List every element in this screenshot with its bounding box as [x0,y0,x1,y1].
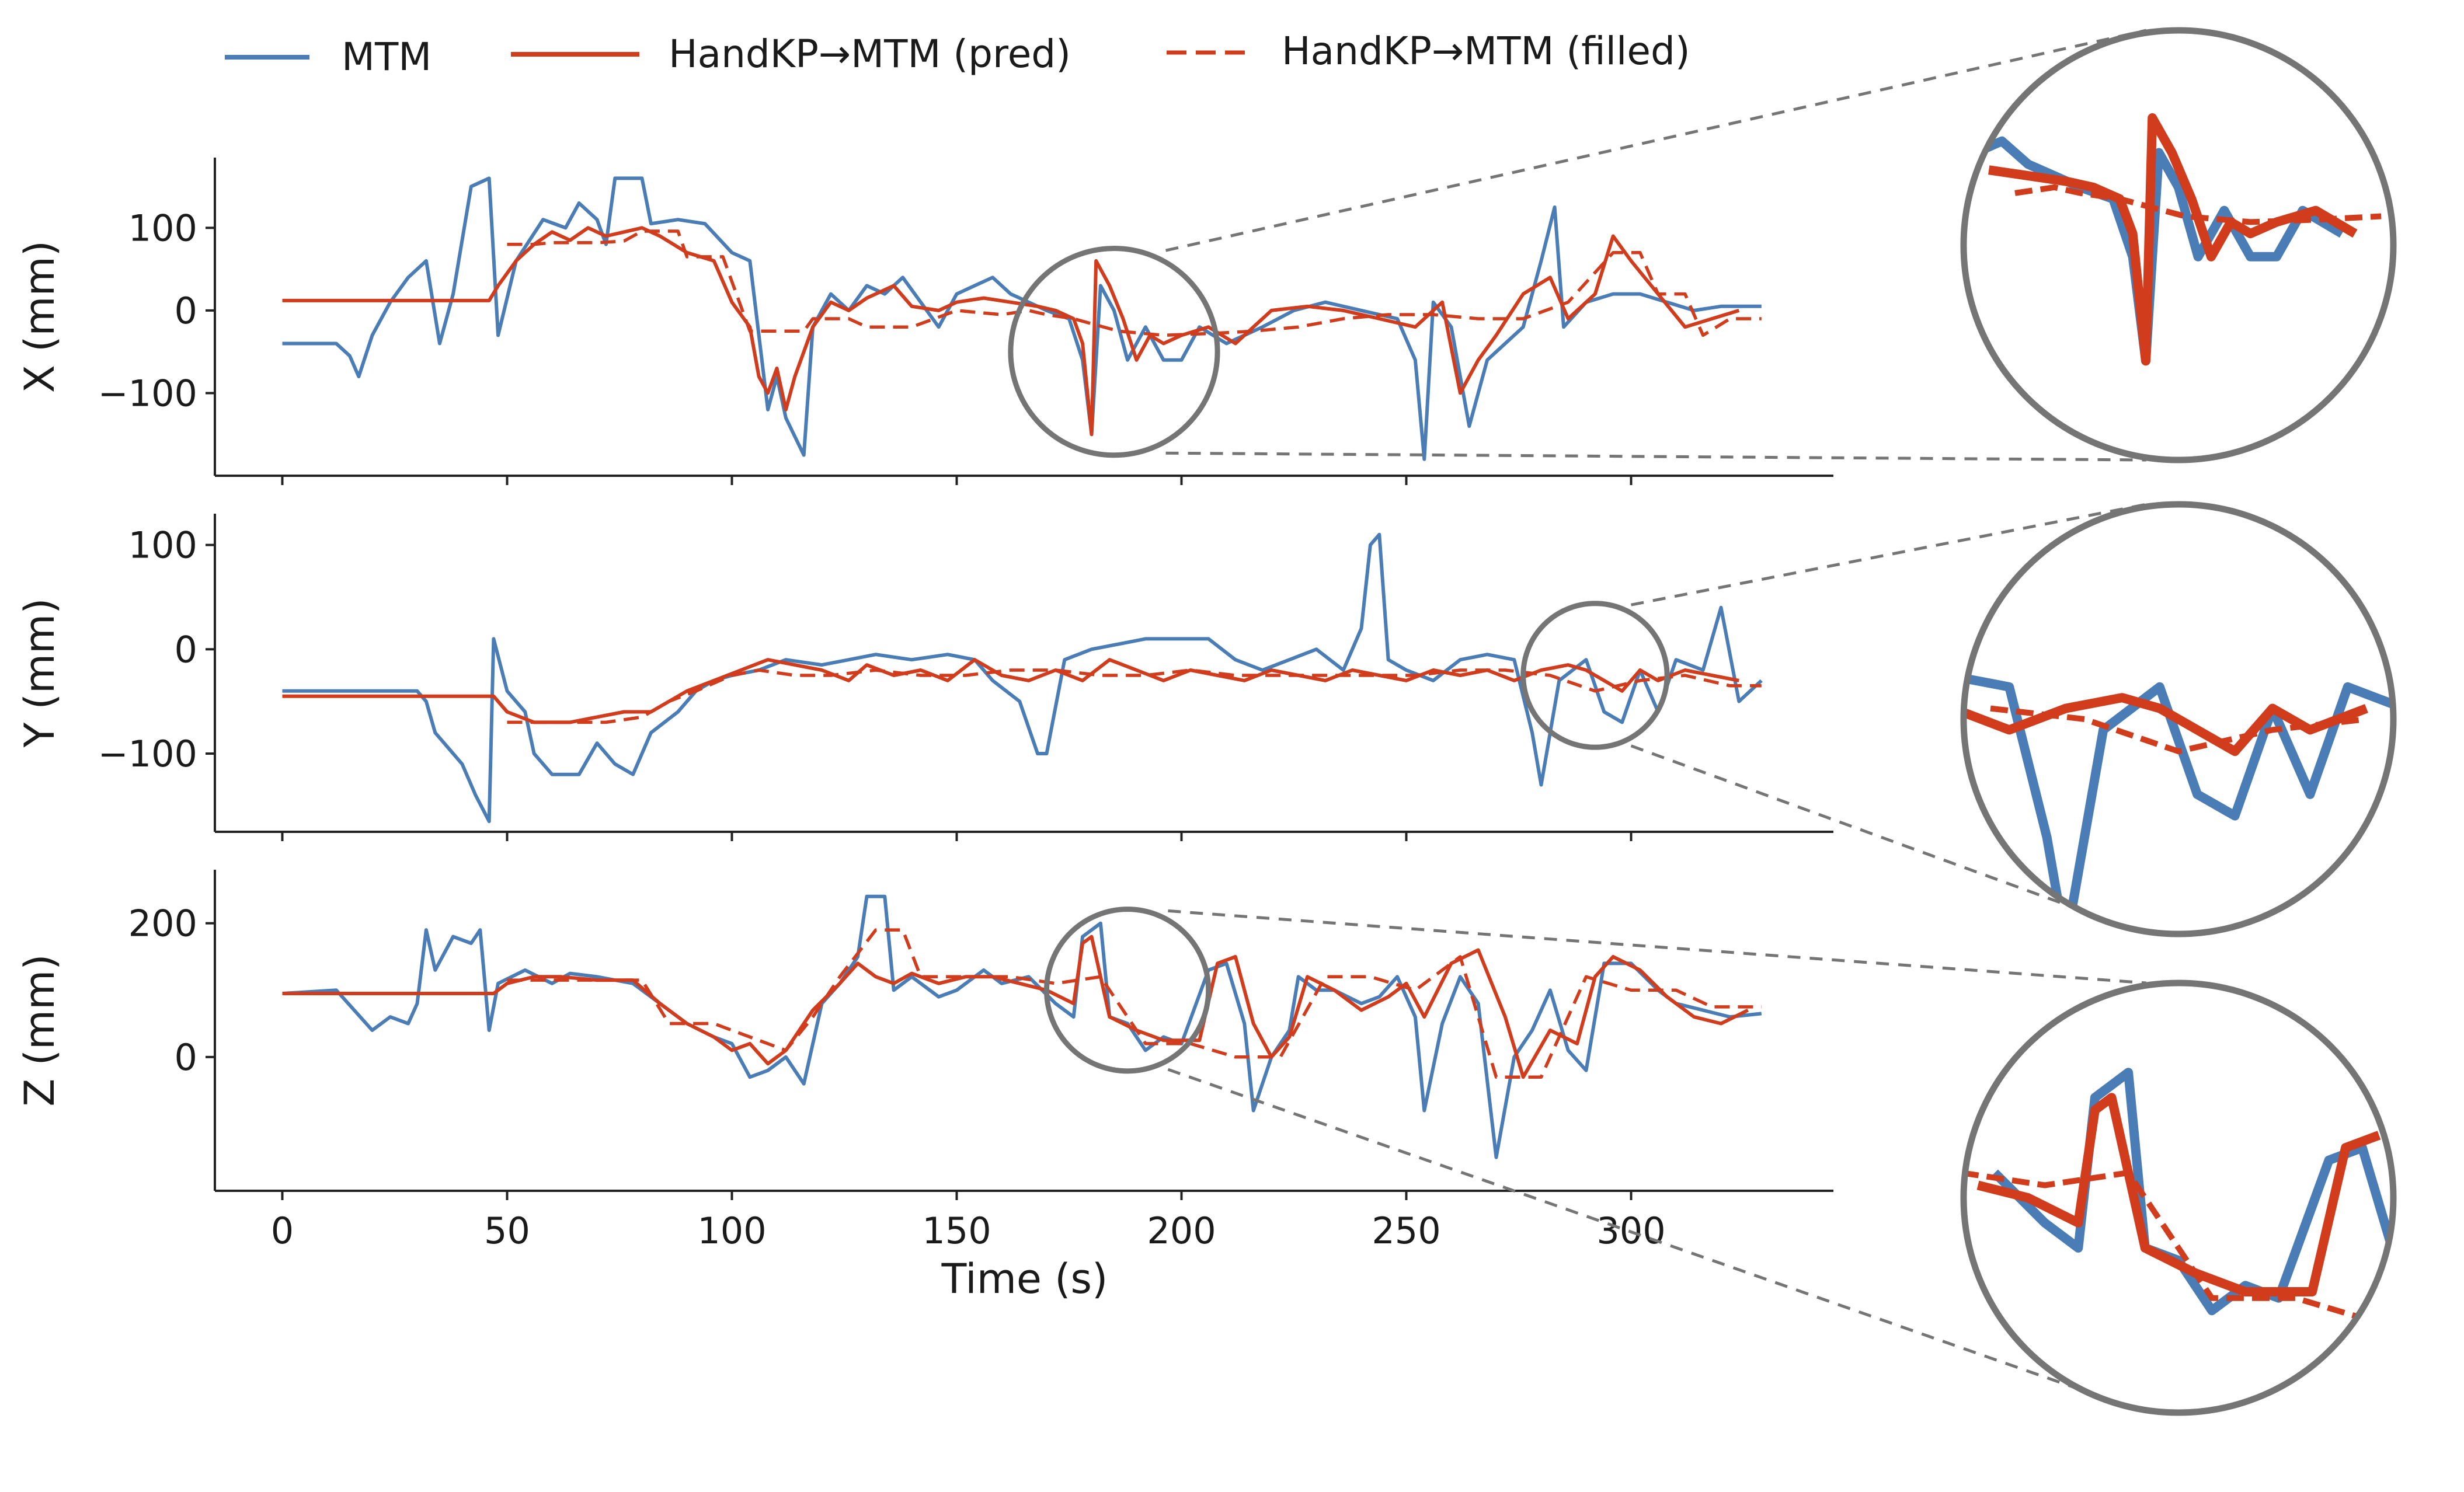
zoom-inset-z [1960,979,2397,1416]
zoom-connector [1167,1068,2147,1414]
y-tick-label: 0 [175,290,197,332]
series-pred [282,935,1749,1079]
zoom-window-circle [1044,907,1212,1074]
series-filled [507,928,1762,1079]
zoom-connector [1630,744,2147,936]
inset-series-filled [2014,184,2382,225]
legend-label-filled: HandKP→MTM (filled) [1282,29,1690,74]
x-tick-label: 100 [697,1209,766,1252]
zoom-connector [1168,909,2146,985]
zoom-connector [1165,29,2147,252]
x-tick-label: 0 [271,1209,294,1252]
zoom-connector [1165,451,2146,462]
y-tick-label: −100 [98,372,197,414]
series-mtm [282,532,1763,824]
series-mtm [282,894,1762,1159]
x-tick-label: 50 [484,1209,530,1252]
inset-circle [1960,501,2397,937]
series-mtm [282,176,1762,461]
inset-series-mtm [1964,671,2393,934]
inset-series-filled [1964,1170,2380,1326]
y-tick-label: 100 [128,524,197,567]
series-filled [507,229,1762,337]
zoom-callouts [1008,29,2147,1414]
panel-x: 100 0 −100 X (mm) [16,158,1833,485]
y-tick-label: 100 [128,207,197,249]
zoom-window-circle [1008,246,1220,458]
x-tick-label: 200 [1147,1209,1216,1252]
y-tick-label: −100 [98,733,197,775]
panel-y: 100 0 −100 Y (mm) [16,514,1833,841]
inset-series-filled [1990,705,2367,755]
x-tick-label: 250 [1372,1209,1440,1252]
inset-circle [1960,979,2397,1416]
zoom-inset-x [1960,27,2397,463]
legend: MTM HandKP→MTM (pred) HandKP→MTM (filled… [225,29,1690,79]
x-tick-label: 150 [922,1209,991,1252]
inset-circle [1960,27,2397,463]
inset-series-pred [1964,693,2368,757]
series-filled [507,668,1762,724]
x-axis-label: Time (s) [941,1255,1108,1303]
y-axis-label: X (mm) [16,240,64,393]
series-pred [282,658,1739,724]
panel-z: 2000050100150200250300Z (mm) [16,870,1833,1252]
y-tick-label: 0 [175,628,197,671]
inset-background [1964,30,2393,460]
inset-series-pred [1976,1093,2381,1296]
y-axis-label: Z (mm) [16,954,64,1106]
legend-label-mtm: MTM [342,34,431,79]
zoom-window-circle [1520,601,1670,750]
y-axis-label: Y (mm) [16,598,64,748]
y-tick-label: 200 [128,902,197,945]
y-tick-label: 0 [175,1036,197,1079]
zoom-inset-y [1960,501,2397,937]
inset-series-pred [1988,113,2358,366]
legend-label-pred: HandKP→MTM (pred) [669,32,1071,76]
